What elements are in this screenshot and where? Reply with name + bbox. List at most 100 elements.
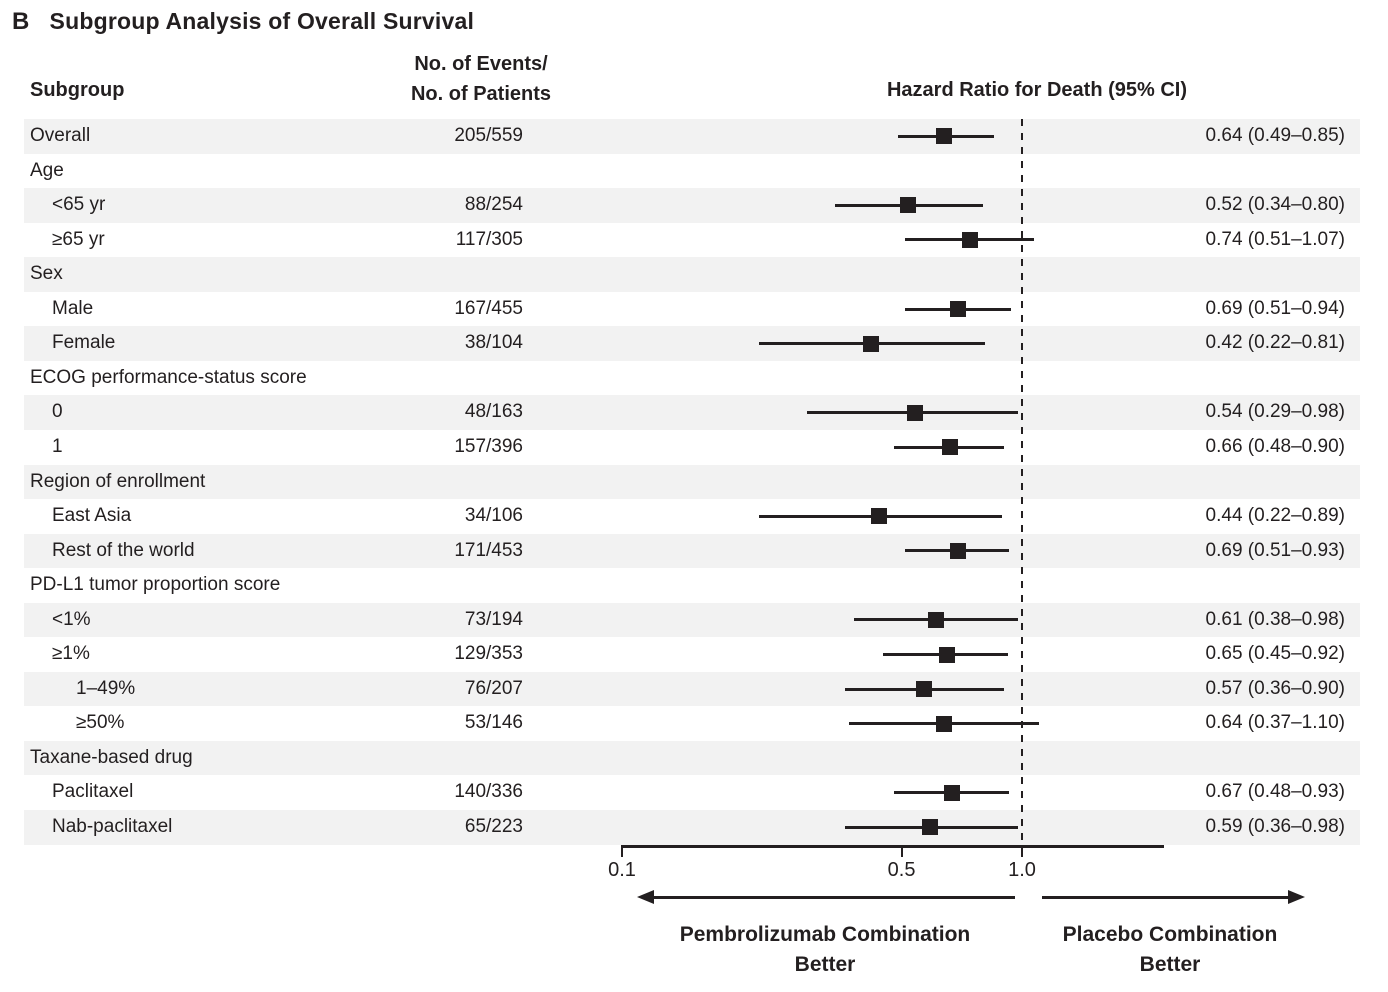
hazard-ratio-value: 0.42 (0.22–0.81): [1205, 332, 1345, 354]
row-band: [24, 602, 1360, 638]
events-patients-value: 140/336: [454, 781, 523, 803]
hazard-ratio-value: 0.67 (0.48–0.93): [1205, 781, 1345, 803]
subgroup-label: 1: [52, 435, 63, 457]
column-header-events-line2: No. of Patients: [410, 83, 551, 105]
events-patients-value: 38/104: [464, 332, 523, 354]
direction-label-placebo-better: Placebo Combination Better: [1020, 920, 1320, 980]
subgroup-category-label: Sex: [30, 263, 63, 285]
panel-title: B Subgroup Analysis of Overall Survival: [12, 8, 474, 36]
arrow-left-line: [652, 896, 1015, 899]
subgroup-category-label: PD-L1 tumor proportion score: [30, 574, 281, 596]
hazard-ratio-value: 0.65 (0.45–0.92): [1205, 643, 1345, 665]
hazard-ratio-value: 0.59 (0.36–0.98): [1205, 816, 1345, 837]
events-patients-value: 171/453: [454, 539, 523, 561]
reference-line-hr-1: [1021, 119, 1023, 847]
events-patients-value: 76/207: [464, 677, 523, 699]
hazard-ratio-marker: [936, 128, 953, 145]
hazard-ratio-marker: [949, 301, 966, 318]
events-patients-value: 88/254: [464, 194, 523, 216]
hazard-ratio-marker: [900, 197, 917, 214]
subgroup-category-label: Age: [30, 159, 64, 181]
hazard-ratio-value: 0.66 (0.48–0.90): [1205, 435, 1345, 457]
direction-label-right-line1: Placebo Combination: [1062, 923, 1278, 946]
x-axis-tick-label: 0.1: [608, 859, 636, 881]
x-axis-tick: [1021, 845, 1023, 857]
hazard-ratio-value: 0.52 (0.34–0.80): [1205, 194, 1345, 216]
x-axis-tick-label: 0.5: [887, 859, 916, 881]
events-patients-value: 205/559: [454, 125, 523, 146]
row-band: [24, 119, 1360, 154]
column-header-hazard-ratio: Hazard Ratio for Death (95% CI): [886, 79, 1188, 101]
hazard-ratio-marker: [961, 231, 978, 248]
row-band: [24, 257, 1360, 292]
subgroup-label: Male: [52, 297, 94, 319]
direction-label-left-line1: Pembrolizumab Combination: [679, 923, 971, 946]
subgroup-category-label: ECOG performance-status score: [30, 366, 307, 388]
hazard-ratio-marker: [916, 681, 933, 698]
subgroup-label: <1%: [52, 608, 91, 630]
arrow-right-line: [1042, 896, 1289, 899]
subgroup-label: ≥65 yr: [52, 228, 105, 250]
events-patients-value: 129/353: [454, 643, 523, 665]
arrow-right-icon: [1288, 890, 1305, 904]
hazard-ratio-marker: [863, 335, 880, 352]
row-band: [24, 395, 1360, 430]
arrow-left-icon: [637, 890, 654, 904]
hazard-ratio-marker: [944, 784, 961, 801]
events-patients-value: 157/396: [454, 435, 523, 457]
panel-letter: B: [12, 8, 30, 35]
x-axis-tick: [900, 845, 903, 857]
x-axis-tick: [621, 845, 623, 857]
hazard-ratio-marker: [922, 819, 939, 836]
subgroup-category-label: Taxane-based drug: [30, 746, 193, 768]
events-patients-value: 73/194: [464, 608, 523, 630]
direction-label-left-line2: Better: [794, 953, 856, 976]
row-band: [24, 464, 1360, 500]
subgroup-label: East Asia: [52, 505, 132, 527]
events-patients-value: 65/223: [464, 816, 523, 837]
events-patients-value: 53/146: [464, 712, 523, 734]
hazard-ratio-value: 0.69 (0.51–0.93): [1205, 539, 1345, 561]
column-header-events: No. of Events/ No. of Patients: [371, 49, 591, 109]
subgroup-label: Nab-paclitaxel: [52, 816, 173, 837]
column-header-subgroup: Subgroup: [30, 79, 125, 101]
row-band: [24, 188, 1360, 223]
hazard-ratio-value: 0.64 (0.49–0.85): [1205, 125, 1345, 146]
hazard-ratio-value: 0.64 (0.37–1.10): [1205, 712, 1345, 734]
row-band: [24, 326, 1360, 361]
events-patients-value: 167/455: [454, 297, 523, 319]
hazard-ratio-value: 0.61 (0.38–0.98): [1205, 608, 1345, 630]
x-axis-tick-label: 1.0: [1008, 859, 1036, 881]
row-band: [24, 810, 1360, 845]
hazard-ratio-marker: [928, 611, 945, 628]
subgroup-label: 0: [52, 401, 63, 423]
events-patients-value: 34/106: [464, 505, 523, 527]
hazard-ratio-marker: [871, 508, 888, 525]
subgroup-label: Rest of the world: [52, 539, 195, 561]
column-header-events-line1: No. of Events/: [414, 53, 548, 75]
panel-title-text: Subgroup Analysis of Overall Survival: [49, 8, 475, 34]
events-patients-value: 117/305: [455, 228, 523, 250]
hazard-ratio-marker: [939, 646, 956, 663]
subgroup-label: 1–49%: [76, 677, 136, 699]
hazard-ratio-marker: [941, 439, 958, 456]
hazard-ratio-marker: [906, 404, 923, 421]
hazard-ratio-value: 0.69 (0.51–0.94): [1205, 297, 1345, 319]
subgroup-label: ≥1%: [52, 643, 90, 665]
hazard-ratio-value: 0.74 (0.51–1.07): [1205, 228, 1345, 250]
direction-label-right-line2: Better: [1139, 953, 1201, 976]
row-band: [24, 671, 1360, 707]
row-band: [24, 740, 1360, 776]
subgroup-label: ≥50%: [76, 712, 125, 734]
row-band: [24, 533, 1360, 569]
hazard-ratio-value: 0.57 (0.36–0.90): [1205, 677, 1345, 699]
subgroup-label: Female: [52, 332, 116, 354]
hazard-ratio-marker: [949, 542, 966, 559]
events-patients-value: 48/163: [464, 401, 523, 423]
x-axis-line: [621, 845, 1164, 848]
subgroup-category-label: Region of enrollment: [30, 470, 206, 492]
direction-label-pembrolizumab-better: Pembrolizumab Combination Better: [625, 920, 1025, 980]
hazard-ratio-marker: [936, 715, 953, 732]
subgroup-label: Overall: [30, 125, 91, 146]
